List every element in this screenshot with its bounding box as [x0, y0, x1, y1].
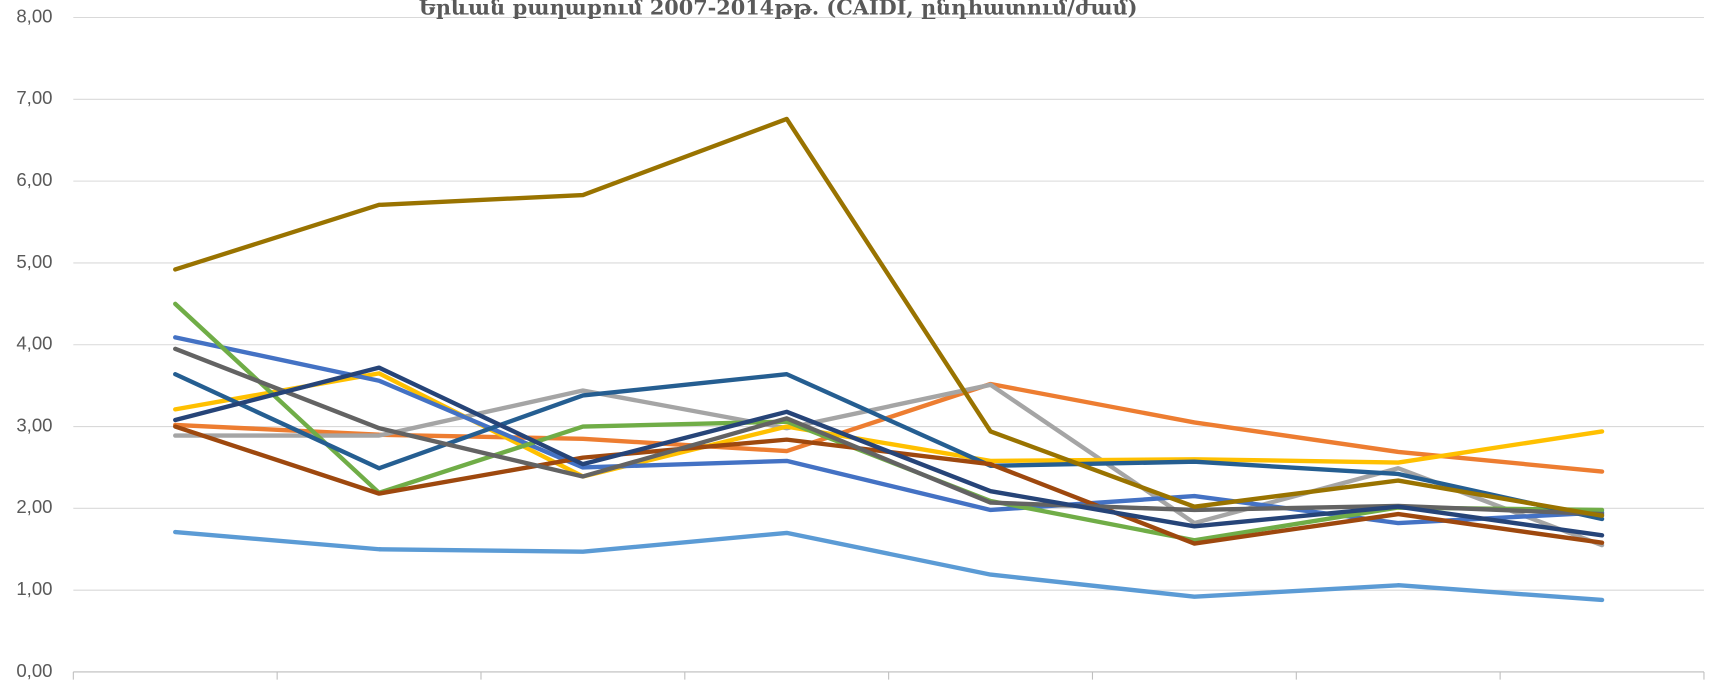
y-tick-label: 0,00: [16, 660, 52, 681]
series-line: [173, 529, 1605, 603]
series-line: [173, 371, 1605, 522]
y-tick-label: 7,00: [16, 87, 52, 108]
series-line: [173, 116, 1605, 518]
lines: [173, 116, 1605, 603]
y-tick-label: 1,00: [16, 578, 52, 599]
y-tick-label: 3,00: [16, 414, 52, 435]
y-tick-label: 5,00: [16, 251, 52, 272]
chart-title: Երևան քաղաքում 2007-2014թթ. (CAIDI, ընդհ…: [419, 0, 1138, 19]
series-line: [173, 365, 1605, 538]
series-line: [173, 371, 1605, 479]
y-tick-label: 6,00: [16, 169, 52, 190]
series-line: [173, 346, 1605, 517]
series-line: [173, 382, 1605, 548]
y-tick-label: 2,00: [16, 496, 52, 517]
grid: 0,001,002,003,004,005,006,007,008,002007…: [16, 5, 1705, 681]
y-tick-label: 8,00: [16, 5, 52, 26]
y-tick-label: 4,00: [16, 333, 52, 354]
